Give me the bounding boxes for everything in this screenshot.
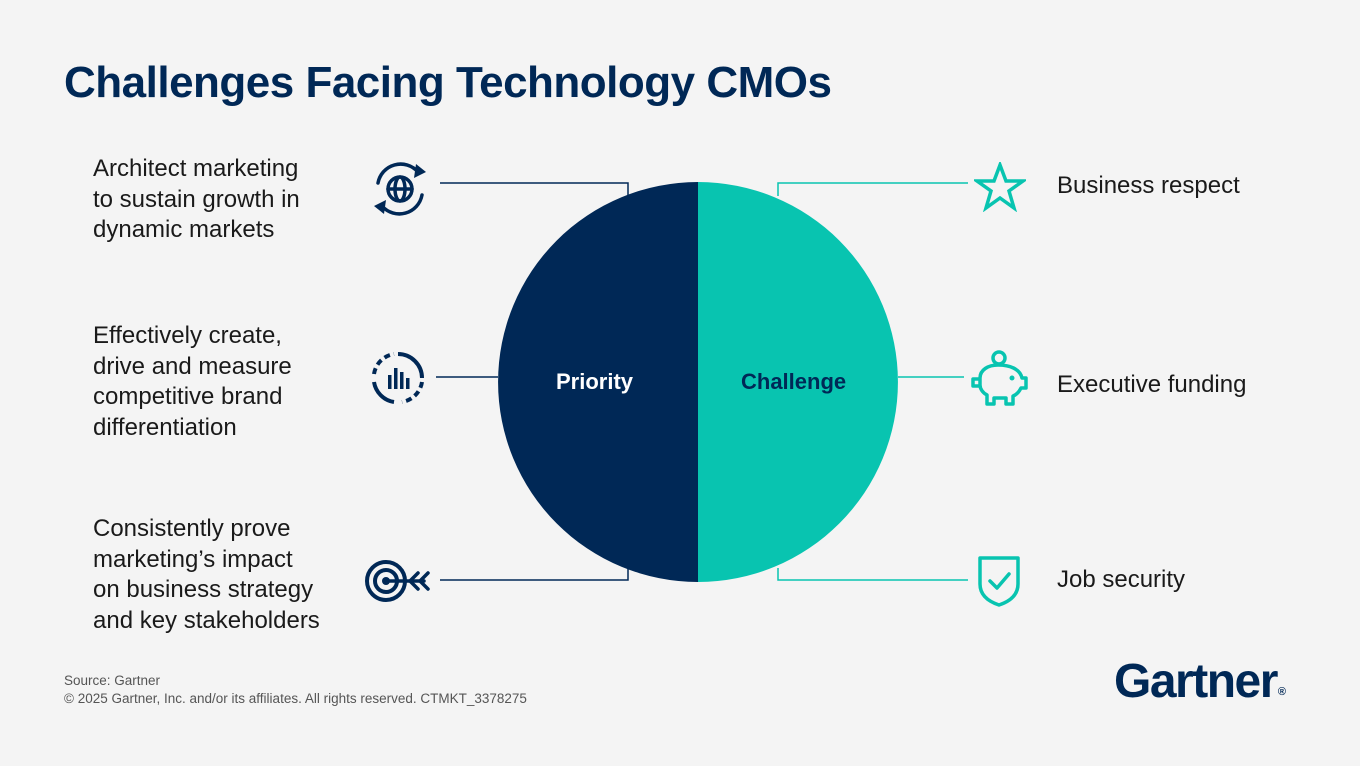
priority-item-3: Consistently prove marketing’s impact on… — [93, 515, 320, 634]
bar-chart-dial-icon — [372, 352, 424, 404]
shield-check-icon — [978, 556, 1020, 607]
priority-item-1: Architect marketing to sustain growth in… — [93, 155, 300, 243]
target-arrow-icon — [365, 560, 430, 602]
challenge-item-job-security: Job security — [1057, 566, 1186, 593]
logo-registered-mark: ® — [1277, 686, 1286, 698]
challenge-item-executive-funding: Executive funding — [1057, 371, 1247, 398]
star-icon — [974, 162, 1026, 212]
connector-line-priority-1 — [440, 182, 629, 196]
source-note: Source: Gartner © 2025 Gartner, Inc. and… — [64, 672, 527, 708]
copyright-line: © 2025 Gartner, Inc. and/or its affiliat… — [64, 691, 527, 706]
connector-line-challenge-3 — [777, 568, 968, 581]
page-title: Challenges Facing Technology CMOs — [64, 58, 832, 107]
connector-line-challenge-1 — [777, 182, 968, 196]
globe-sync-icon — [374, 162, 426, 216]
piggy-bank-icon — [971, 350, 1028, 406]
logo-text: Gartner — [1114, 655, 1278, 708]
circle-label-priority: Priority — [556, 369, 634, 394]
connector-line-priority-3 — [440, 568, 629, 581]
priority-item-2: Effectively create, drive and measure co… — [93, 322, 292, 441]
circle-right-half — [698, 182, 898, 582]
circle-label-challenge: Challenge — [741, 369, 847, 394]
challenge-item-business-respect: Business respect — [1057, 172, 1240, 199]
source-line: Source: Gartner — [64, 673, 161, 688]
connector-lines — [436, 182, 629, 581]
circle-left-half — [498, 182, 698, 582]
gartner-logo: Gartner® — [1114, 654, 1286, 709]
